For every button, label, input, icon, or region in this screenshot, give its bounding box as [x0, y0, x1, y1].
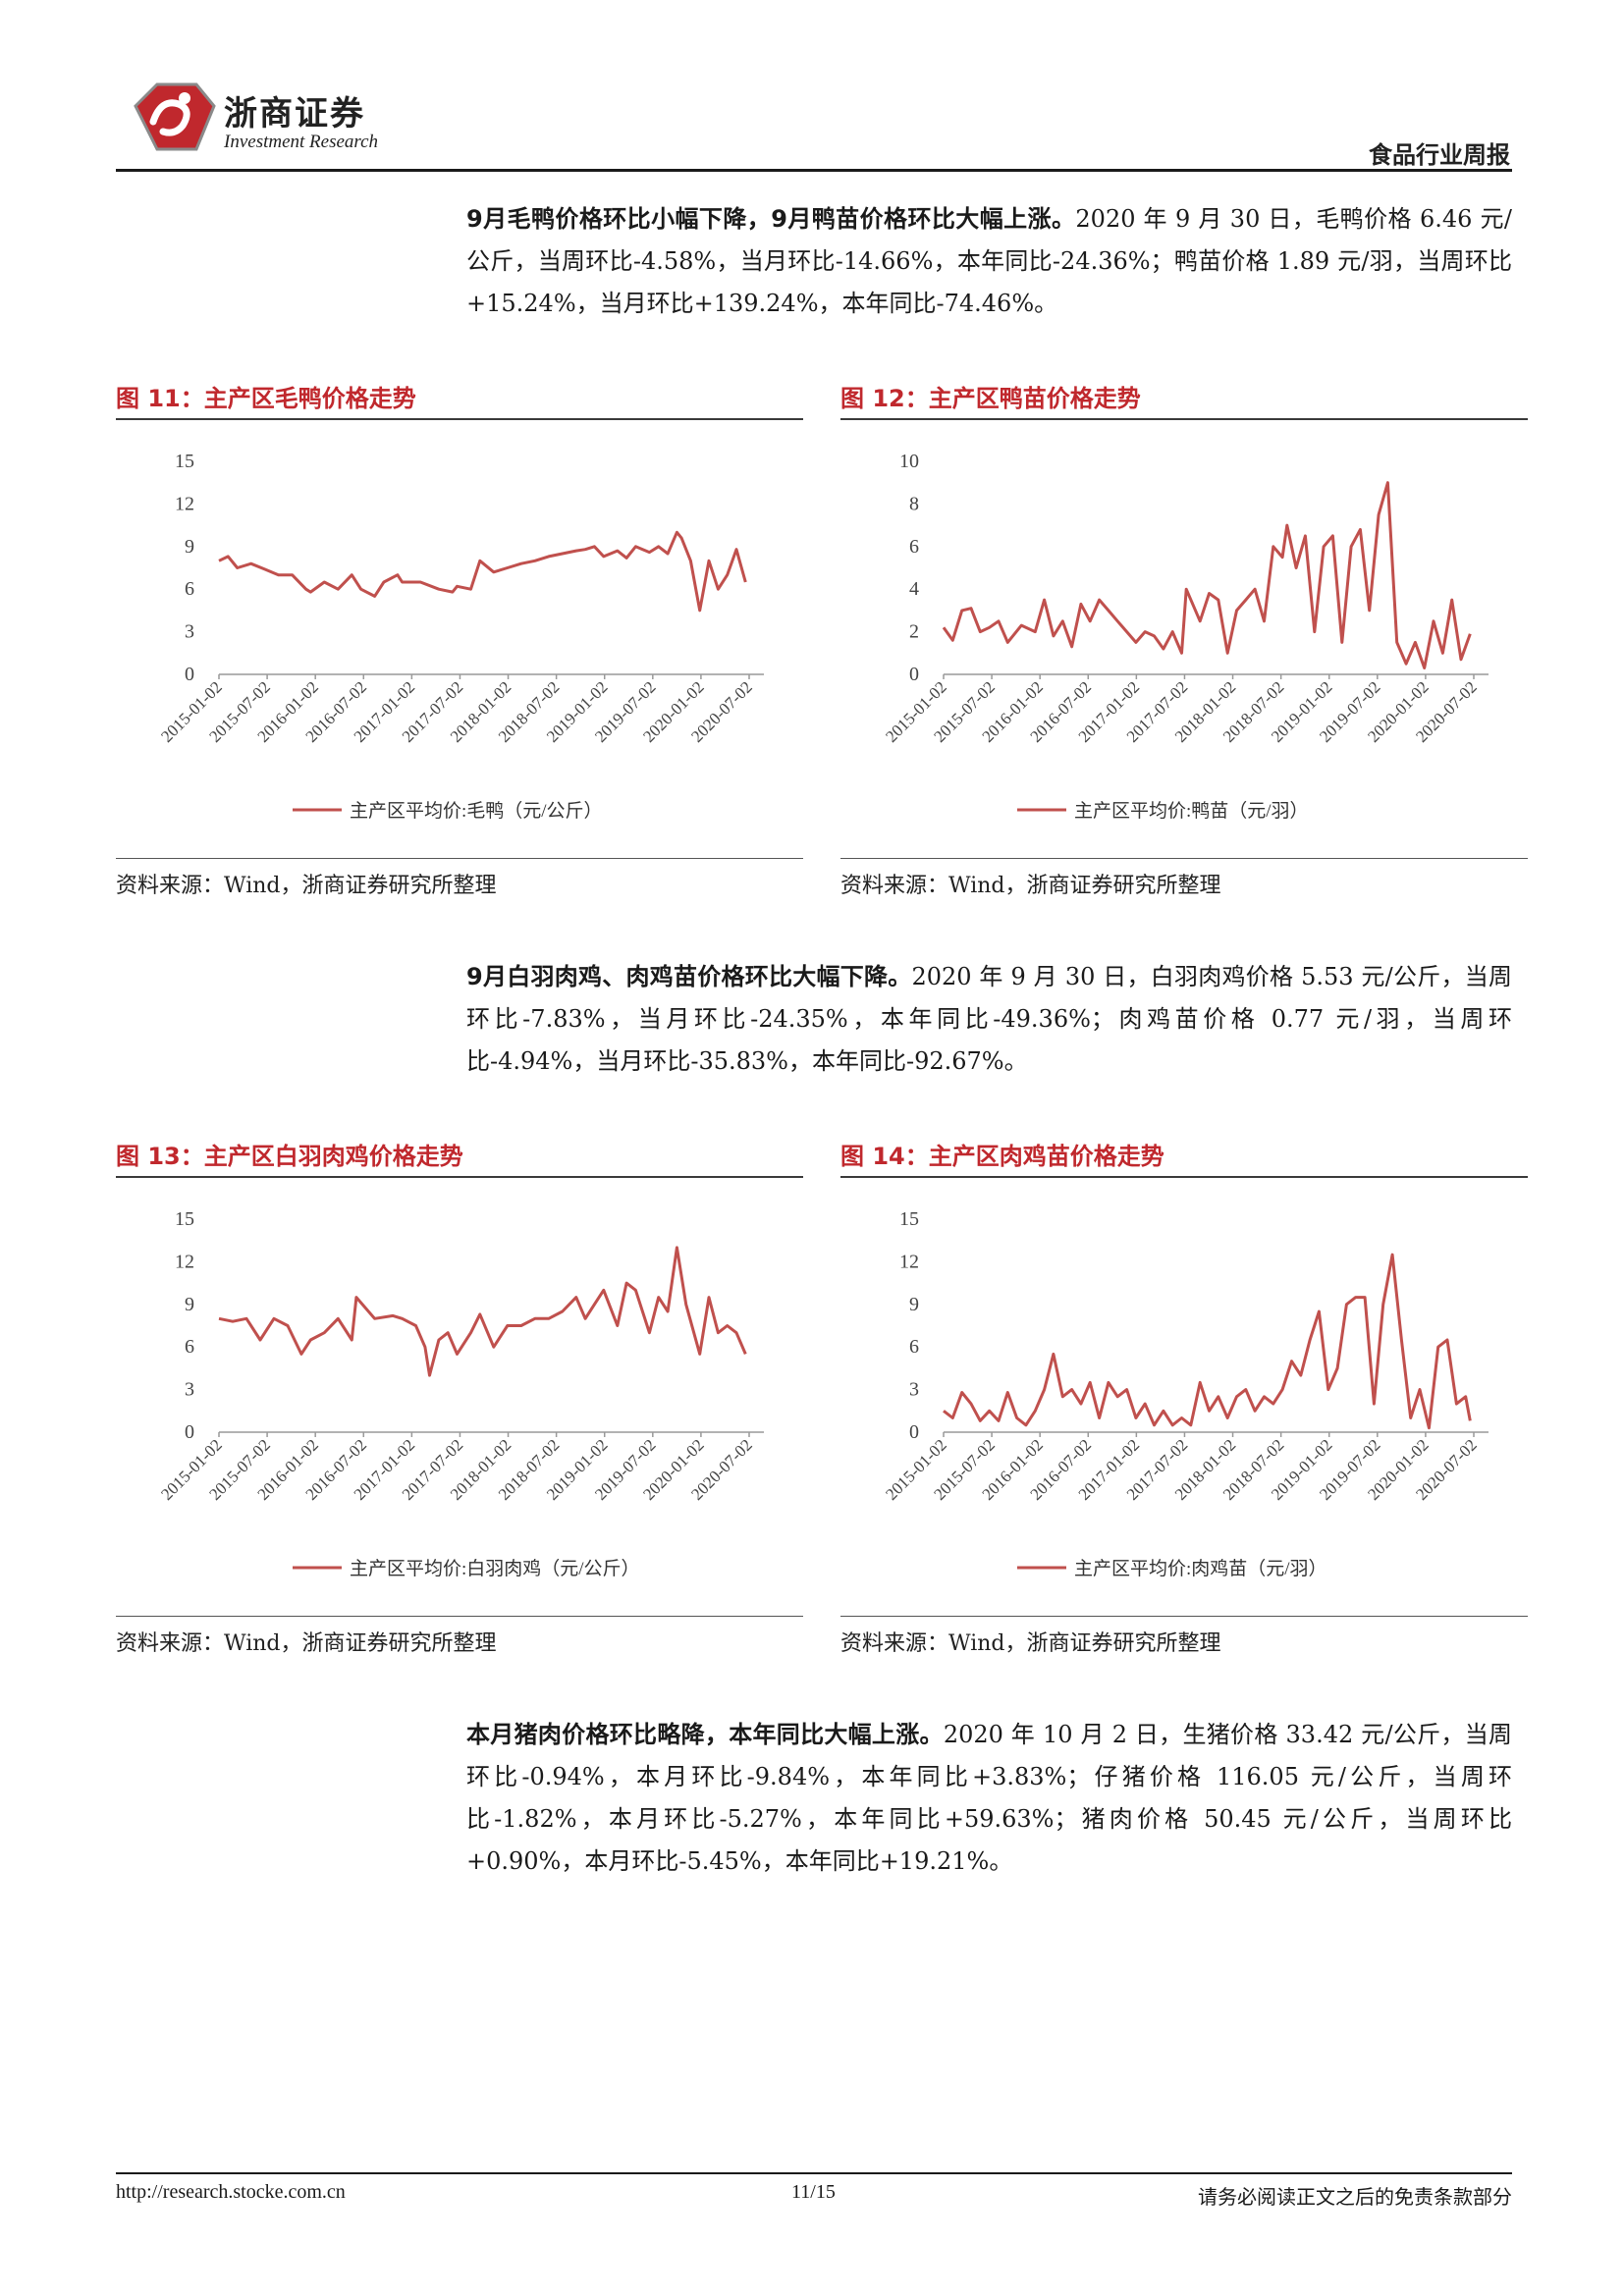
figure-source: 资料来源：Wind，浙商证券研究所整理 [840, 874, 1221, 898]
y-tick-label: 15 [175, 1208, 194, 1230]
figure-title: 图 11：主产区毛鸭价格走势 [116, 385, 416, 412]
figure-rule [840, 858, 1528, 859]
paragraph-body: 2020 年 10 月 2 日，生猪价格 33.42 元/公斤，当周环比-0.9… [466, 1721, 1512, 1875]
y-tick-label: 0 [185, 1421, 194, 1443]
chart-chick-price: 036912152015-01-022015-07-022016-01-0220… [882, 1208, 1489, 1579]
legend-label: 主产区平均价:毛鸭（元/公斤） [350, 800, 603, 822]
footer-url[interactable]: http://research.stocke.com.cn [116, 2181, 346, 2203]
figure-rule [840, 418, 1528, 420]
figure-rule [116, 1616, 803, 1617]
y-tick-label: 9 [185, 536, 194, 558]
y-tick-label: 3 [185, 1379, 194, 1401]
figure-rule [840, 1176, 1528, 1178]
series-line [943, 1253, 1472, 1430]
figure-rule [840, 1616, 1528, 1617]
figure-title: 图 14：主产区肉鸡苗价格走势 [840, 1143, 1164, 1170]
zheshang-logo [134, 82, 216, 151]
chart-legend: 主产区平均价:肉鸡苗（元/羽） [1017, 1558, 1327, 1579]
paragraph-body: 2020 年 9 月 30 日，毛鸭价格 6.46 元/公斤，当周环比-4.58… [466, 205, 1512, 317]
figure-title: 图 12：主产区鸭苗价格走势 [840, 385, 1141, 412]
paragraph-body: 2020 年 9 月 30 日，白羽肉鸡价格 5.53 元/公斤，当周环比-7.… [466, 963, 1513, 1075]
series-line [218, 1246, 747, 1377]
figure-title: 图 13：主产区白羽肉鸡价格走势 [116, 1143, 463, 1170]
chart-legend: 主产区平均价:鸭苗（元/羽） [1017, 800, 1309, 822]
paragraph-lead: 本月猪肉价格环比略降，本年同比大幅上涨。 [466, 1721, 944, 1748]
y-tick-label: 2 [909, 621, 919, 643]
legend-label: 主产区平均价:肉鸡苗（元/羽） [1074, 1558, 1327, 1579]
page-number: 11/15 [791, 2181, 836, 2203]
report-type: 食品行业周报 [1369, 141, 1510, 169]
y-tick-label: 0 [909, 664, 919, 685]
y-tick-label: 9 [909, 1294, 919, 1315]
y-tick-label: 9 [185, 1294, 194, 1315]
y-tick-label: 12 [175, 493, 194, 514]
y-tick-label: 10 [899, 451, 919, 472]
y-tick-label: 12 [899, 1251, 919, 1272]
figure-source: 资料来源：Wind，浙商证券研究所整理 [840, 1631, 1221, 1656]
figure-source: 资料来源：Wind，浙商证券研究所整理 [116, 874, 497, 898]
brand-name: 浙商证券 [224, 94, 365, 133]
y-tick-label: 15 [899, 1208, 919, 1230]
paragraph-lead: 9月毛鸭价格环比小幅下降，9月鸭苗价格环比大幅上涨。 [466, 205, 1076, 233]
chart-legend: 主产区平均价:毛鸭（元/公斤） [293, 800, 603, 822]
y-tick-label: 12 [175, 1251, 194, 1272]
y-tick-label: 0 [185, 664, 194, 685]
figure-rule [116, 1176, 803, 1178]
figure-source: 资料来源：Wind，浙商证券研究所整理 [116, 1631, 497, 1656]
series-line [942, 481, 1472, 669]
footer-rule [116, 2172, 1512, 2174]
y-tick-label: 6 [185, 578, 194, 600]
paragraph-pork: 本月猪肉价格环比略降，本年同比大幅上涨。2020 年 10 月 2 日，生猪价格… [466, 1714, 1512, 1883]
y-tick-label: 6 [909, 536, 919, 558]
y-tick-label: 3 [185, 621, 194, 643]
legend-label: 主产区平均价:白羽肉鸡（元/公斤） [350, 1558, 640, 1579]
figure-rule [116, 858, 803, 859]
y-tick-label: 0 [909, 1421, 919, 1443]
chart-duck-price: 036912152015-01-022015-07-022016-01-0220… [157, 451, 764, 822]
paragraph-chicken: 9月白羽肉鸡、肉鸡苗价格环比大幅下降。2020 年 9 月 30 日，白羽肉鸡价… [466, 956, 1512, 1083]
disclaimer-note: 请务必阅读正文之后的免责条款部分 [1198, 2185, 1512, 2209]
y-tick-label: 3 [909, 1379, 919, 1401]
legend-label: 主产区平均价:鸭苗（元/羽） [1074, 800, 1309, 822]
brand-subtitle: Investment Research [224, 132, 379, 152]
y-tick-label: 6 [909, 1336, 919, 1358]
y-tick-label: 15 [175, 451, 194, 472]
figure-rule [116, 418, 803, 420]
y-tick-label: 8 [909, 493, 919, 514]
y-tick-label: 6 [185, 1336, 194, 1358]
chart-legend: 主产区平均价:白羽肉鸡（元/公斤） [293, 1558, 640, 1579]
paragraph-duck: 9月毛鸭价格环比小幅下降，9月鸭苗价格环比大幅上涨。2020 年 9 月 30 … [466, 198, 1512, 325]
paragraph-lead: 9月白羽肉鸡、肉鸡苗价格环比大幅下降。 [466, 963, 912, 990]
series-line [218, 530, 747, 613]
y-tick-label: 4 [909, 578, 919, 600]
chart-broiler-price: 036912152015-01-022015-07-022016-01-0220… [157, 1208, 764, 1579]
header-rule [116, 169, 1512, 172]
chart-duckling-price: 02468102015-01-022015-07-022016-01-02201… [882, 451, 1489, 822]
